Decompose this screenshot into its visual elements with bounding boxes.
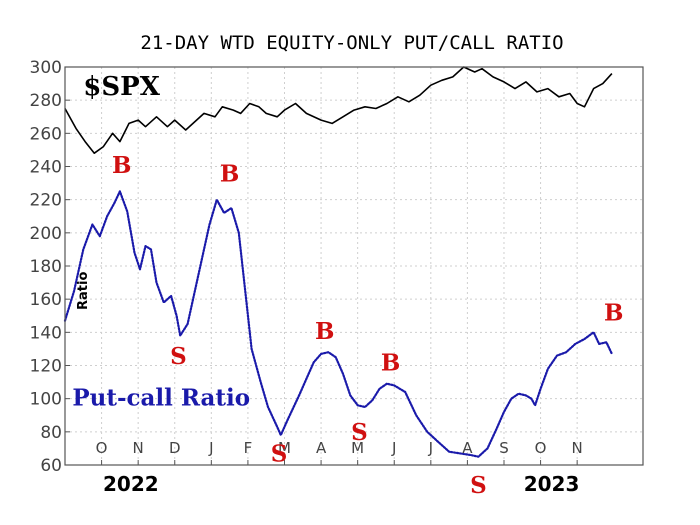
signal-sell-label: S: [470, 472, 487, 499]
y-tick-label: 300: [30, 58, 62, 78]
annotations: $SPX Put-call Ratio B S B S B S B S B: [72, 72, 623, 499]
year-label-2022: 2022: [103, 472, 159, 496]
signal-buy-label: B: [381, 349, 400, 376]
series-line-spx: [64, 66, 613, 154]
x-tick-label: J: [428, 439, 433, 457]
y-axis-label: Ratio: [76, 272, 91, 310]
signal-buy-label: B: [315, 318, 334, 345]
x-tick-label: M: [278, 439, 291, 457]
signal-buy-label: B: [220, 160, 239, 187]
y-tick-label: 60: [40, 456, 62, 476]
signal-sell-label: S: [271, 441, 288, 468]
y-tick-label: 280: [30, 91, 62, 111]
signal-buy-label: B: [604, 300, 623, 327]
y-tick-label: 100: [30, 390, 62, 410]
x-tick-label: N: [133, 439, 144, 457]
signal-sell-label: S: [351, 419, 368, 446]
x-tick-label: S: [499, 439, 509, 457]
chart-title: 21-DAY WTD EQUITY-ONLY PUT/CALL RATIO: [140, 32, 563, 54]
axis-ticks: 60 80 100 120 140 160 180 200 220 240 260 280 300 O N D…: [30, 58, 583, 496]
y-tick-label: 160: [30, 290, 62, 310]
signal-sell-label: S: [170, 343, 187, 370]
x-tick-label: A: [462, 439, 473, 457]
y-tick-label: 220: [30, 191, 62, 211]
x-tick-label: F: [244, 439, 253, 457]
x-tick-label: O: [96, 439, 108, 457]
series-line-put-call-ratio: [63, 190, 613, 458]
y-tick-label: 140: [30, 323, 62, 343]
y-tick-label: 260: [30, 124, 62, 144]
signal-buy-label: B: [112, 152, 131, 179]
x-tick-label: D: [169, 439, 181, 457]
x-tick-label: N: [572, 439, 583, 457]
y-tick-label: 120: [30, 357, 62, 377]
y-tick-label: 180: [30, 257, 62, 277]
x-tick-label: J: [208, 439, 213, 457]
y-tick-label: 200: [30, 224, 62, 244]
year-label-2023: 2023: [524, 472, 580, 496]
y-tick-label: 80: [40, 423, 62, 443]
spx-series-label: $SPX: [83, 72, 160, 102]
put-call-series-label: Put-call Ratio: [72, 384, 250, 411]
x-tick-label: O: [535, 439, 547, 457]
y-tick-label: 240: [30, 158, 62, 178]
x-tick-label: J: [391, 439, 396, 457]
plot-area: [63, 66, 643, 466]
x-tick-label: M: [351, 439, 364, 457]
x-tick-label: A: [316, 439, 327, 457]
